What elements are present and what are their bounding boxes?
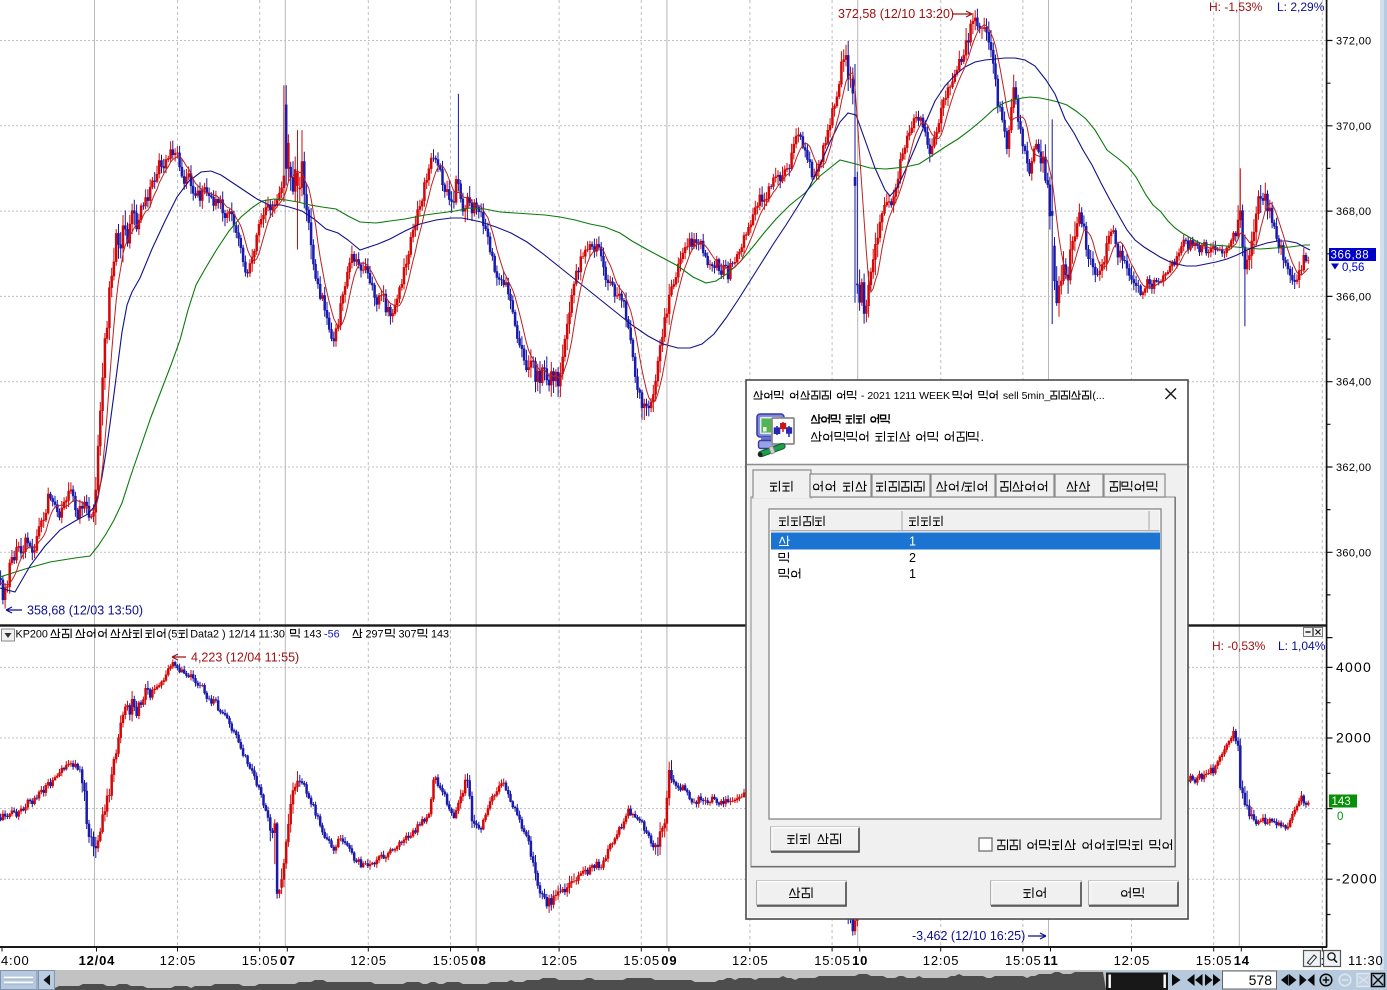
svg-text:143: 143	[431, 629, 449, 641]
svg-text:-3,462 (12/10 16:25): -3,462 (12/10 16:25)	[912, 929, 1025, 943]
svg-text:.: .	[981, 430, 984, 444]
svg-text:2: 2	[909, 551, 916, 565]
svg-text:15:05: 15:05	[814, 953, 851, 968]
svg-text:(...: (...	[1092, 390, 1104, 402]
svg-text:15:05: 15:05	[1005, 953, 1042, 968]
svg-text:08: 08	[471, 953, 487, 968]
svg-text:4:00: 4:00	[1, 953, 30, 968]
svg-text:0,56: 0,56	[1342, 262, 1364, 274]
svg-text:/: /	[961, 479, 965, 494]
svg-text:12:05: 12:05	[732, 953, 769, 968]
svg-text:14: 14	[1234, 953, 1250, 968]
svg-text:4,223 (12/04 11:55): 4,223 (12/04 11:55)	[191, 651, 299, 665]
svg-text:578: 578	[1249, 972, 1273, 988]
svg-text:364,00: 364,00	[1336, 377, 1371, 389]
svg-text:12:05: 12:05	[350, 953, 387, 968]
svg-text:Data2 ) 12/14 11:30: Data2 ) 12/14 11:30	[190, 629, 285, 641]
svg-text:12:05: 12:05	[160, 953, 197, 968]
svg-text:L: 2,29%: L: 2,29%	[1277, 0, 1325, 14]
svg-text:366,00: 366,00	[1336, 291, 1371, 303]
svg-text:12:05: 12:05	[541, 953, 578, 968]
svg-text:2000: 2000	[1336, 730, 1372, 746]
svg-text:- 2021 1211 WEEK: - 2021 1211 WEEK	[858, 390, 953, 402]
svg-text:09: 09	[661, 953, 677, 968]
svg-text:12:05: 12:05	[1114, 953, 1151, 968]
svg-text:368,00: 368,00	[1336, 206, 1371, 218]
svg-text:360,00: 360,00	[1336, 547, 1371, 559]
svg-text:297: 297	[366, 629, 384, 641]
svg-text:11:30: 11:30	[1348, 953, 1384, 968]
svg-text:-2000: -2000	[1336, 871, 1378, 887]
svg-text:H: -1,53%: H: -1,53%	[1209, 0, 1263, 14]
svg-text:1: 1	[909, 535, 916, 549]
svg-text:143: 143	[304, 629, 322, 641]
svg-text:143: 143	[1332, 796, 1351, 808]
svg-text:KP200: KP200	[16, 629, 48, 641]
svg-text:sell 5min_: sell 5min_	[1000, 390, 1050, 402]
svg-text:307: 307	[399, 629, 417, 641]
svg-text:15:05: 15:05	[623, 953, 660, 968]
svg-text:(5: (5	[168, 629, 178, 641]
svg-text:362,00: 362,00	[1336, 462, 1371, 474]
svg-text:11: 11	[1043, 953, 1058, 968]
svg-text:4000: 4000	[1336, 659, 1372, 675]
svg-text:10: 10	[852, 953, 868, 968]
svg-text:358,68 (12/03 13:50): 358,68 (12/03 13:50)	[27, 604, 143, 618]
svg-text:1: 1	[909, 567, 916, 581]
svg-text:0: 0	[1337, 811, 1343, 823]
svg-text:15:05: 15:05	[433, 953, 470, 968]
svg-text:372,58 (12/10 13:20): 372,58 (12/10 13:20)	[838, 7, 954, 21]
svg-text:07: 07	[280, 953, 296, 968]
svg-text:370,00: 370,00	[1336, 121, 1371, 133]
svg-text:372,00: 372,00	[1336, 36, 1371, 48]
svg-text:366,88: 366,88	[1331, 250, 1370, 262]
svg-text:12/04: 12/04	[79, 953, 116, 968]
svg-text:15:05: 15:05	[242, 953, 279, 968]
svg-text:H: -0,53%: H: -0,53%	[1212, 639, 1266, 653]
svg-text:-56: -56	[324, 629, 340, 641]
svg-text:L: 1,04%: L: 1,04%	[1278, 639, 1326, 653]
svg-text:15:05: 15:05	[1196, 953, 1233, 968]
svg-text:12:05: 12:05	[923, 953, 960, 968]
